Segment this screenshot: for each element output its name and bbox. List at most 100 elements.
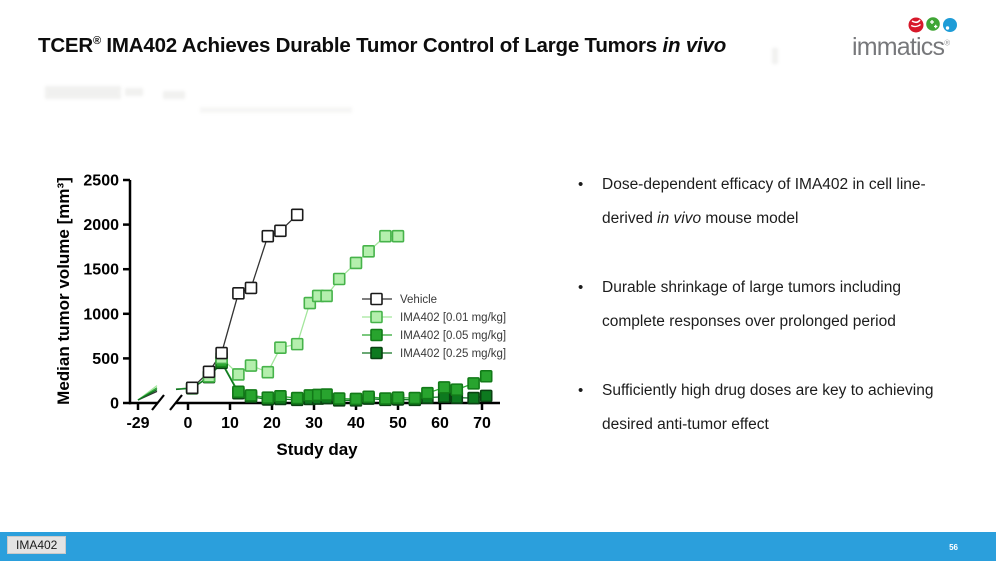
axis-break-icon — [151, 394, 165, 411]
immatics-logo: immatics® — [852, 16, 962, 62]
bullet-icon: • — [578, 176, 584, 193]
data-point — [320, 388, 333, 401]
series-markers-IMA402 [0.05 mg/kg] — [185, 355, 493, 406]
slide-title: TCER® IMA402 Achieves Durable Tumor Cont… — [38, 34, 838, 58]
data-point — [232, 368, 245, 381]
y-tick-label: 0 — [110, 396, 119, 413]
bullet-icon: • — [578, 279, 584, 296]
data-point — [320, 289, 333, 303]
data-point — [362, 390, 375, 404]
bullet-text-post: mouse model — [701, 210, 799, 227]
footer-program-badge: IMA402 — [7, 536, 67, 554]
logo-wordmark-text: immatics — [852, 33, 945, 61]
data-point — [421, 386, 434, 400]
logo-wordmark: immatics® — [852, 33, 950, 62]
data-point — [274, 390, 287, 403]
data-point — [379, 229, 392, 243]
chart-canvas: 0 500 1000 1500 2000 2500 -29 0 10 20 30 40 50 60 70 Ve… — [54, 173, 506, 460]
registered-mark: ® — [93, 35, 101, 48]
data-point — [332, 392, 346, 405]
y-axis: 0 500 1000 1500 2000 2500 — [83, 173, 132, 413]
data-point — [290, 208, 304, 222]
legend-label: IMA402 [0.25 mg/kg] — [400, 348, 506, 360]
y-tick-label: 2000 — [83, 217, 119, 234]
bullet-icon: • — [578, 382, 584, 399]
y-tick-label: 1000 — [83, 306, 119, 323]
legend-label: Vehicle — [400, 294, 437, 306]
data-point — [391, 391, 405, 404]
x-tick-label: 70 — [473, 415, 491, 432]
title-italic: in vivo — [662, 34, 727, 57]
data-point — [362, 245, 375, 258]
ghost-artifact — [200, 107, 352, 113]
data-point — [261, 391, 275, 404]
title-text: IMA402 Achieves Durable Tumor Control of… — [100, 34, 663, 57]
ghost-artifact — [45, 86, 121, 99]
y-axis-title: Median tumor volume [mm³] — [54, 177, 73, 405]
data-point — [261, 365, 275, 379]
data-point — [202, 365, 216, 379]
x-tick-label: 30 — [305, 415, 323, 432]
data-point — [290, 337, 304, 351]
data-point — [261, 229, 275, 243]
ghost-artifact — [772, 48, 778, 64]
y-tick-label: 2500 — [83, 173, 119, 190]
data-point — [244, 281, 258, 295]
data-point — [349, 256, 363, 270]
title-brand: TCER — [38, 34, 94, 57]
page-number: 56 — [949, 543, 958, 552]
data-point — [479, 389, 493, 403]
data-point — [232, 286, 245, 300]
data-point — [408, 391, 422, 405]
tumor-volume-chart: 0 500 1000 1500 2000 2500 -29 0 10 20 30 40 50 60 70 Ve… — [40, 158, 540, 478]
data-point — [450, 383, 464, 396]
list-item: • Durable shrinkage of large tumors incl… — [578, 271, 956, 339]
x-tick-label: 10 — [221, 415, 239, 432]
data-point — [479, 369, 493, 383]
x-tick-label: 0 — [184, 415, 193, 432]
data-point — [215, 346, 228, 360]
data-point — [185, 381, 199, 395]
y-tick-label: 1500 — [83, 262, 119, 279]
footer-bar — [0, 532, 996, 561]
x-tick-label: 20 — [263, 415, 281, 432]
bullet-text: Sufficiently high drug doses are key to … — [602, 374, 954, 442]
chart-legend: Vehicle IMA402 [0.01 mg/kg] IMA402 [0.05 m… — [362, 292, 506, 360]
bullet-text-pre: Durable shrinkage of large tumors includ… — [602, 279, 901, 330]
x-tick-label: 50 — [389, 415, 407, 432]
axis-break-icon — [169, 394, 183, 411]
list-item: • Sufficiently high drug doses are key t… — [578, 374, 956, 442]
x-tick-label: -29 — [126, 415, 149, 432]
bullet-text-pre: Dose-dependent efficacy of IMA402 in cel… — [602, 176, 926, 227]
x-tick-label: 60 — [431, 415, 449, 432]
bullet-text: Dose-dependent efficacy of IMA402 in cel… — [602, 168, 954, 236]
data-point — [437, 381, 451, 394]
x-tick-label: 40 — [347, 415, 365, 432]
data-point — [232, 385, 245, 399]
bullet-text-italic: in vivo — [657, 210, 702, 227]
key-points-list: • Dose-dependent efficacy of IMA402 in c… — [578, 168, 956, 477]
data-point — [349, 392, 363, 406]
series-markers-Vehicle — [185, 208, 304, 395]
data-point — [467, 391, 480, 405]
logo-registered-mark: ® — [944, 38, 950, 48]
data-point — [379, 392, 392, 405]
legend-label: IMA402 [0.05 mg/kg] — [400, 330, 506, 342]
data-point — [274, 341, 287, 354]
data-point — [332, 272, 346, 286]
data-point — [391, 229, 405, 243]
logo-dots-icon — [908, 17, 957, 33]
bullet-text-pre: Sufficiently high drug doses are key to … — [602, 382, 934, 433]
x-axis-title: Study day — [276, 440, 358, 459]
data-point — [244, 359, 258, 372]
data-point — [244, 389, 258, 402]
data-point — [274, 224, 287, 238]
legend-label: IMA402 [0.01 mg/kg] — [400, 312, 506, 324]
data-point — [467, 377, 480, 390]
y-tick-label: 500 — [92, 351, 119, 368]
list-item: • Dose-dependent efficacy of IMA402 in c… — [578, 168, 956, 236]
ghost-artifact — [125, 88, 143, 96]
ghost-artifact — [163, 91, 185, 99]
data-point — [290, 391, 304, 405]
